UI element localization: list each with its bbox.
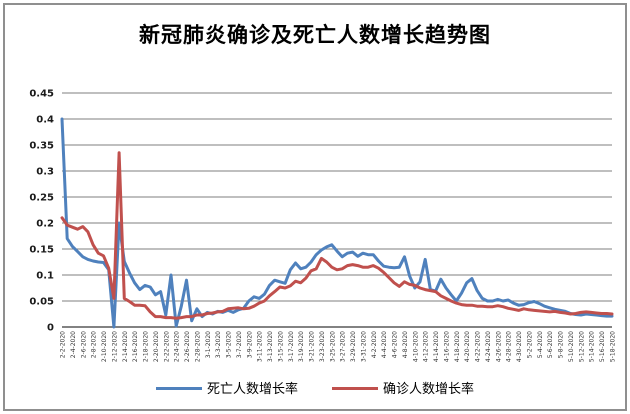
x-axis-tick-label: 3-19-2020 xyxy=(298,331,305,362)
x-axis-tick-label: 4-14-2020 xyxy=(433,331,440,362)
x-axis-tick-label: 2-2-2020 xyxy=(60,331,67,358)
x-axis-tick-label: 3-23-2020 xyxy=(319,331,326,362)
x-axis-tick-label: 4-6-2020 xyxy=(392,331,399,358)
x-axis-tick-label: 3-29-2020 xyxy=(350,331,357,362)
x-axis-tick-label: 5-18-2020 xyxy=(610,331,617,362)
legend-item-confirmed-rate[interactable]: 确诊人数增长率 xyxy=(332,381,474,396)
x-axis-tick-label: 3-13-2020 xyxy=(267,331,274,362)
x-axis-tick-label: 4-20-2020 xyxy=(464,331,471,362)
chart-legend: 死亡人数增长率 确诊人数增长率 xyxy=(5,381,625,396)
x-axis-tick-label: 2-14-2020 xyxy=(122,331,129,362)
x-axis-tick-label: 2-22-2020 xyxy=(163,331,170,362)
confirmed-series-line-swatch xyxy=(332,387,378,390)
x-axis-tick-label: 2-12-2020 xyxy=(111,331,118,362)
chart-frame: 新冠肺炎确诊及死亡人数增长趋势图 0 0.05 0.1 0.15 0.2 0.25 0.3 0… xyxy=(3,3,627,411)
x-axis-tick-label: 5-2-2020 xyxy=(527,331,534,358)
x-axis-tick-label: 4-18-2020 xyxy=(454,331,461,362)
x-axis-tick-label: 5-10-2020 xyxy=(568,331,575,362)
y-axis-tick-label: 0.05 xyxy=(29,297,54,308)
x-axis-tick-label: 3-17-2020 xyxy=(288,331,295,362)
x-axis-tick-label: 4-28-2020 xyxy=(506,331,513,362)
x-axis-tick-label: 3-7-2020 xyxy=(236,331,243,358)
death-series-line-swatch xyxy=(155,387,202,390)
x-axis-tick-label: 2-28-2020 xyxy=(194,331,201,362)
x-axis-tick-label: 2-24-2020 xyxy=(174,331,181,362)
x-axis-tick-label: 3-9-2020 xyxy=(246,331,253,358)
x-axis-tick-label: 2-4-2020 xyxy=(70,331,77,358)
x-axis-tick-label: 3-27-2020 xyxy=(340,331,347,362)
legend-item-death-rate[interactable]: 死亡人数增长率 xyxy=(155,381,298,396)
series-line-confirmed xyxy=(60,151,614,320)
x-axis-tick-label: 3-5-2020 xyxy=(226,331,233,358)
x-axis-tick-label: 2-20-2020 xyxy=(153,331,160,362)
x-axis-tick-label: 4-26-2020 xyxy=(495,331,502,362)
x-axis-tick-label: 3-3-2020 xyxy=(215,331,222,358)
x-axis-tick-label: 5-4-2020 xyxy=(537,331,544,358)
x-axis-tick-label: 5-16-2020 xyxy=(599,331,606,362)
y-axis-tick-label: 0.4 xyxy=(36,115,54,126)
x-axis-tick-label: 2-18-2020 xyxy=(143,331,150,362)
y-axis-tick-label: 0.45 xyxy=(29,89,54,100)
x-axis-tick-label: 4-22-2020 xyxy=(475,331,482,362)
x-axis-tick-label: 5-8-2020 xyxy=(558,331,565,358)
x-axis-tick-label: 3-11-2020 xyxy=(257,331,264,362)
y-axis-tick-label: 0.25 xyxy=(29,193,54,204)
x-axis-tick-label: 4-12-2020 xyxy=(423,331,430,362)
x-axis-tick-label: 4-30-2020 xyxy=(516,331,523,362)
x-axis-tick-label: 3-25-2020 xyxy=(329,331,336,362)
x-axis-tick-label: 2-8-2020 xyxy=(91,331,98,358)
legend-label-confirmed-rate: 确诊人数增长率 xyxy=(383,381,475,396)
x-axis-tick-label: 4-8-2020 xyxy=(402,331,409,358)
x-axis-tick-label: 2-6-2020 xyxy=(80,331,87,358)
chart-title: 新冠肺炎确诊及死亡人数增长趋势图 xyxy=(139,23,491,47)
y-axis-tick-label: 0.15 xyxy=(29,245,54,256)
x-axis-tick-label: 4-4-2020 xyxy=(381,331,388,358)
y-axis-tick-label: 0.2 xyxy=(36,219,54,230)
x-axis-tick-label: 5-14-2020 xyxy=(589,331,596,362)
y-axis-tick-label: 0.1 xyxy=(36,271,54,282)
x-axis-tick-label: 4-10-2020 xyxy=(412,331,419,362)
x-axis-tick-label: 3-15-2020 xyxy=(277,331,284,362)
x-axis-tick-label: 2-16-2020 xyxy=(132,331,139,362)
x-axis-tick-label: 2-10-2020 xyxy=(101,331,108,362)
x-axis-tick-label: 4-16-2020 xyxy=(444,331,451,362)
x-axis-tick-label: 4-2-2020 xyxy=(371,331,378,358)
y-axis-tick-label: 0.3 xyxy=(36,167,54,178)
x-axis-tick-label: 3-1-2020 xyxy=(205,331,212,358)
x-axis-tick-label: 5-12-2020 xyxy=(578,331,585,362)
legend-label-death-rate: 死亡人数增长率 xyxy=(206,381,298,396)
trend-line-chart: 0 0.05 0.1 0.15 0.2 0.25 0.3 0.35 0.4 0.45 2-2-202… xyxy=(29,89,617,363)
x-axis-tick-label: 3-31-2020 xyxy=(360,331,367,362)
y-axis-tick-label: 0 xyxy=(47,323,54,334)
series-line-death xyxy=(60,117,614,329)
x-axis-tick-label: 4-24-2020 xyxy=(485,331,492,362)
y-axis-tick-label: 0.35 xyxy=(29,141,54,152)
x-axis-tick-label: 3-21-2020 xyxy=(309,331,316,362)
x-axis-tick-label: 2-26-2020 xyxy=(184,331,191,362)
x-axis-tick-label: 5-6-2020 xyxy=(547,331,554,358)
